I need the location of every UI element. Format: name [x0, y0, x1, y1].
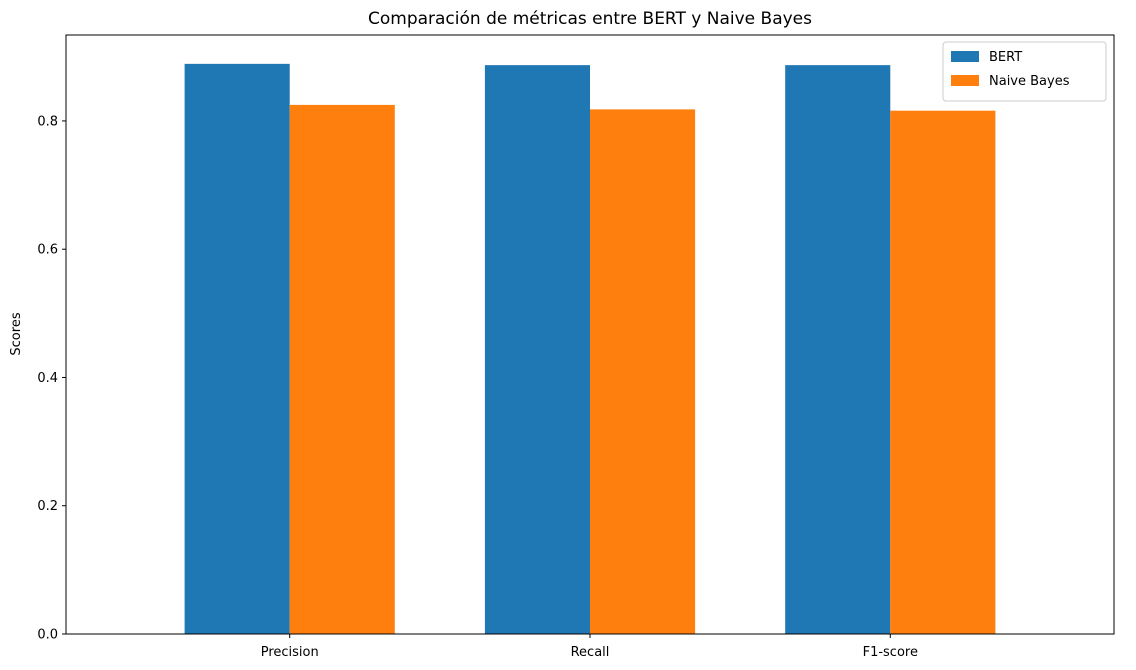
y-tick-label: 0.6: [37, 243, 58, 258]
y-tick-label: 0.2: [37, 499, 58, 514]
bar-naive-bayes-recall: [590, 109, 696, 634]
chart-title: Comparación de métricas entre BERT y Nai…: [368, 9, 812, 29]
x-tick-label: F1-score: [863, 645, 918, 660]
y-tick-label: 0.8: [37, 114, 58, 129]
bar-naive-bayes-f1-score: [890, 110, 996, 635]
y-tick-label: 0.0: [37, 628, 58, 643]
bar-naive-bayes-precision: [289, 104, 395, 634]
legend-swatch-naive-bayes: [951, 75, 979, 86]
y-axis-label: Scores: [9, 312, 24, 355]
x-tick-label: Recall: [571, 645, 610, 660]
bar-bert-recall: [484, 65, 590, 634]
y-tick-label: 0.4: [37, 371, 58, 386]
bars-layer: [184, 63, 996, 635]
bar-bert-precision: [184, 63, 290, 635]
legend-label-bert: BERT: [989, 50, 1022, 65]
plot-frame: [65, 34, 1115, 635]
y-axis: 0.0 0.2 0.4 0.6 0.8: [37, 114, 66, 643]
x-tick-label: Precision: [261, 645, 319, 660]
bar-bert-f1-score: [785, 65, 891, 634]
x-axis: Precision Recall F1-score: [261, 634, 918, 660]
legend-box: [942, 41, 1107, 102]
legend-swatch-bert: [951, 51, 979, 62]
legend: BERT Naive Bayes: [942, 41, 1107, 102]
legend-label-naive-bayes: Naive Bayes: [989, 74, 1070, 89]
